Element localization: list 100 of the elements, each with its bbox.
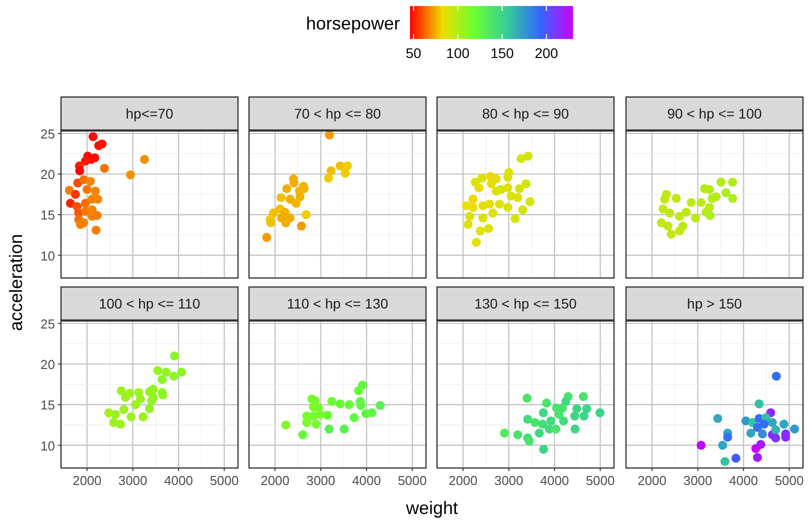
x-tick-label: 4000 <box>352 473 382 488</box>
point <box>496 184 506 194</box>
point <box>518 205 528 214</box>
point <box>510 214 520 224</box>
point <box>534 428 544 438</box>
point <box>478 213 488 222</box>
point <box>542 398 552 408</box>
point <box>514 184 524 194</box>
point <box>343 161 352 170</box>
point <box>162 368 171 377</box>
point <box>298 430 308 440</box>
point <box>177 368 186 377</box>
point <box>296 222 306 231</box>
y-tick-label: 25 <box>40 316 55 332</box>
point <box>538 420 548 429</box>
point <box>340 424 349 434</box>
point <box>538 408 548 418</box>
point <box>169 372 178 381</box>
point <box>340 168 350 178</box>
x-tick-label: 3000 <box>306 473 336 488</box>
point <box>485 200 494 209</box>
color-bar-title: horsepower <box>306 14 400 34</box>
point <box>312 420 321 429</box>
point <box>731 454 740 463</box>
point <box>752 452 762 462</box>
point <box>530 418 540 428</box>
point <box>546 416 556 426</box>
point <box>266 218 276 228</box>
point <box>516 154 526 164</box>
point <box>80 198 90 208</box>
point <box>70 190 80 199</box>
point <box>170 351 180 360</box>
point <box>336 161 345 170</box>
chart-title: 80 < hp <= 90 <box>482 106 570 122</box>
point <box>367 408 376 418</box>
point <box>376 400 385 410</box>
color-bar-label: 100 <box>446 45 470 61</box>
x-tick-label: 4000 <box>729 473 758 488</box>
y-axis-title: acceleration <box>6 234 26 332</box>
y-tick-label: 15 <box>40 398 55 413</box>
point <box>75 166 84 176</box>
point <box>665 208 674 218</box>
point <box>754 399 764 408</box>
point <box>595 408 604 418</box>
point <box>76 220 85 229</box>
point <box>116 386 126 396</box>
point <box>120 392 130 402</box>
x-tick-label: 2000 <box>638 473 667 488</box>
point <box>706 210 715 220</box>
point <box>760 420 769 429</box>
x-tick-label: 5000 <box>774 473 804 488</box>
x-tick-label: 2000 <box>72 473 102 488</box>
point <box>696 440 706 450</box>
point <box>513 193 522 202</box>
point <box>281 420 290 430</box>
point <box>465 212 474 221</box>
point <box>326 166 336 176</box>
point <box>570 412 580 421</box>
x-tick-label: 5000 <box>586 473 615 488</box>
point <box>551 424 560 434</box>
point <box>690 213 700 222</box>
point <box>144 404 154 414</box>
point <box>495 200 504 209</box>
point <box>92 226 101 235</box>
point <box>477 174 486 183</box>
point <box>474 183 484 192</box>
x-tick-label: 4000 <box>540 473 570 488</box>
y-tick-label: 10 <box>40 438 55 454</box>
point <box>758 429 767 438</box>
chart-title: hp<=70 <box>126 106 174 122</box>
x-tick-label: 2000 <box>448 473 478 488</box>
point <box>90 153 100 162</box>
x-tick-label: 3000 <box>683 473 712 488</box>
point <box>728 194 738 203</box>
point <box>539 444 548 454</box>
point <box>336 399 345 408</box>
point <box>276 193 286 202</box>
point <box>686 198 696 207</box>
point <box>292 198 301 208</box>
x-tick-label: 3000 <box>118 473 148 488</box>
y-tick-label: 10 <box>40 248 55 264</box>
point <box>80 156 90 166</box>
point <box>488 208 498 218</box>
point <box>116 420 125 429</box>
point <box>721 188 730 198</box>
point <box>696 198 706 207</box>
point <box>572 404 582 414</box>
point <box>675 212 684 221</box>
point <box>282 184 292 194</box>
point <box>752 422 762 432</box>
point <box>484 224 494 233</box>
chart-title: 130 < hp <= 150 <box>474 296 577 312</box>
point <box>327 396 336 406</box>
point <box>522 394 532 403</box>
point <box>756 440 766 449</box>
x-axis-title: weight <box>404 498 458 518</box>
point <box>147 396 156 406</box>
point <box>98 139 107 148</box>
point <box>158 374 167 384</box>
point <box>262 232 272 242</box>
